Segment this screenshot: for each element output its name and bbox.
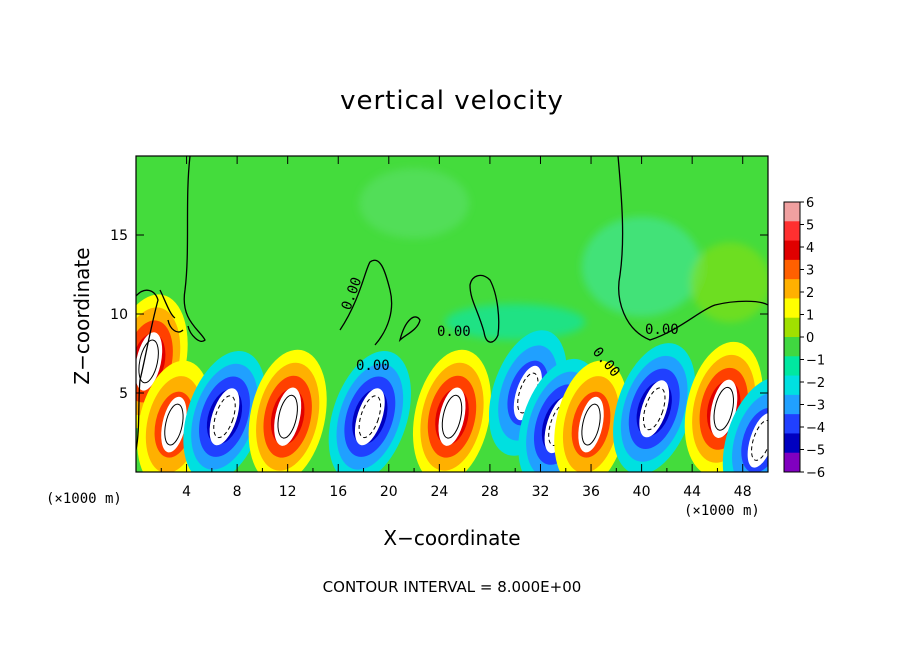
zero-contours <box>136 156 768 451</box>
field-patch <box>445 303 586 340</box>
colorbar-tick-label: 0 <box>806 331 814 346</box>
colorbar-swatch <box>784 394 800 415</box>
cell-core <box>136 332 163 391</box>
updraft-cell-5 <box>412 349 492 472</box>
zero-contour-line <box>398 316 421 343</box>
colorbar-tick-label: 1 <box>806 309 814 324</box>
zero-contour-line <box>339 259 393 346</box>
colorbar-tick-label: −1 <box>806 354 825 369</box>
zero-contour-line <box>469 274 500 343</box>
cell-contour <box>751 419 768 461</box>
colorbar-swatch <box>784 259 800 280</box>
colorbar-tick-label: 5 <box>806 219 814 234</box>
colorbar-swatch <box>784 452 800 473</box>
x-tick-label: 24 <box>430 484 448 500</box>
colorbar-swatch <box>784 317 800 338</box>
plot-area: 0.000.000.000.000.00 <box>136 156 768 472</box>
colorbar-tick-label: 4 <box>806 241 814 256</box>
zero-contour-line <box>136 289 159 451</box>
colorbar-tick-label: −6 <box>806 466 825 481</box>
x-tick-label: 48 <box>734 484 752 500</box>
y-axis-label: Z−coordinate <box>70 247 94 385</box>
updraft-cell-3 <box>248 349 327 472</box>
colorbar-swatch <box>784 356 800 377</box>
x-tick-label: 40 <box>633 484 651 500</box>
colorbar-swatch <box>784 279 800 299</box>
x-tick-label: 12 <box>279 484 297 500</box>
x-tick-label: 36 <box>582 484 600 500</box>
colorbar-swatch <box>784 337 800 357</box>
colorbar-tick-label: −5 <box>806 444 825 459</box>
colorbar-swatch <box>784 298 800 319</box>
field-patch <box>581 216 702 317</box>
cell-core <box>354 388 385 446</box>
updraft-cell-8 <box>554 360 628 472</box>
contour-interval-note: CONTOUR INTERVAL = 8.000E+00 <box>322 578 582 596</box>
colorbar-tick-label: 3 <box>806 264 814 279</box>
x-tick-label: 44 <box>683 484 701 500</box>
contour-label: 0.00 <box>356 358 390 374</box>
downdraft-cell-2 <box>183 351 266 472</box>
x-tick-label: 4 <box>182 484 191 500</box>
x-unit-label-right: (×1000 m) <box>684 503 760 519</box>
colorbar-tick-label: 6 <box>806 196 814 211</box>
zero-contour-line <box>617 156 768 341</box>
downdraft-cell-9 <box>613 343 696 472</box>
cell-core <box>161 396 187 453</box>
y-tick-label: 5 <box>119 386 128 402</box>
cell-contour <box>713 386 734 431</box>
cell-core <box>747 413 768 468</box>
x-tick-label: 8 <box>233 484 242 500</box>
cell-core <box>578 396 604 453</box>
x-tick-label: 32 <box>532 484 550 500</box>
colorbar: 6 5 4 3 2 1 0 −1 −2 −3 −4 −5 −6 <box>783 196 825 481</box>
colorbar-tick-label: 2 <box>806 286 814 301</box>
colorbar-tick-label: −3 <box>806 399 825 414</box>
cell-core <box>639 380 670 438</box>
zero-contour-line <box>183 156 206 342</box>
y-tick-label: 10 <box>110 307 128 323</box>
cell-contour <box>164 403 184 446</box>
cell-contour <box>643 387 666 431</box>
cell-core <box>513 365 542 421</box>
colorbar-swatch <box>784 375 800 396</box>
y-tick-label: 15 <box>110 228 128 244</box>
contour-label: 0.00 <box>437 324 471 340</box>
x-tick-label: 20 <box>380 484 398 500</box>
colorbar-tick-label: −4 <box>806 421 825 436</box>
contour-label: 0.00 <box>645 322 679 338</box>
cell-contour <box>441 394 463 439</box>
downdraft-cell-4 <box>328 351 411 472</box>
colorbar-swatch <box>784 240 800 261</box>
colorbar-swatch <box>784 202 800 222</box>
colorbar-swatch <box>784 433 800 454</box>
x-tick-label: 28 <box>481 484 499 500</box>
cell-contour <box>138 339 159 384</box>
cell-core <box>438 387 466 446</box>
cell-core <box>274 387 302 446</box>
x-unit-label-left: (×1000 m) <box>46 491 122 507</box>
x-tick-label: 16 <box>329 484 347 500</box>
zero-contour-line <box>159 289 184 333</box>
colorbar-tick-label: −2 <box>806 376 825 391</box>
colorbar-swatch <box>784 221 800 242</box>
cell-core <box>710 379 738 438</box>
cell-core <box>209 388 240 446</box>
x-axis-label: X−coordinate <box>383 526 521 550</box>
cell-contour <box>581 403 601 446</box>
field-shading <box>359 168 768 340</box>
field-patch <box>690 242 768 323</box>
colorbar-swatch <box>784 414 800 434</box>
cell-contour <box>277 394 298 439</box>
cell-contour <box>358 395 382 439</box>
chart-title: vertical velocity <box>340 86 564 116</box>
cell-contour <box>213 395 236 439</box>
cells <box>136 294 768 472</box>
field-patch <box>359 168 470 239</box>
